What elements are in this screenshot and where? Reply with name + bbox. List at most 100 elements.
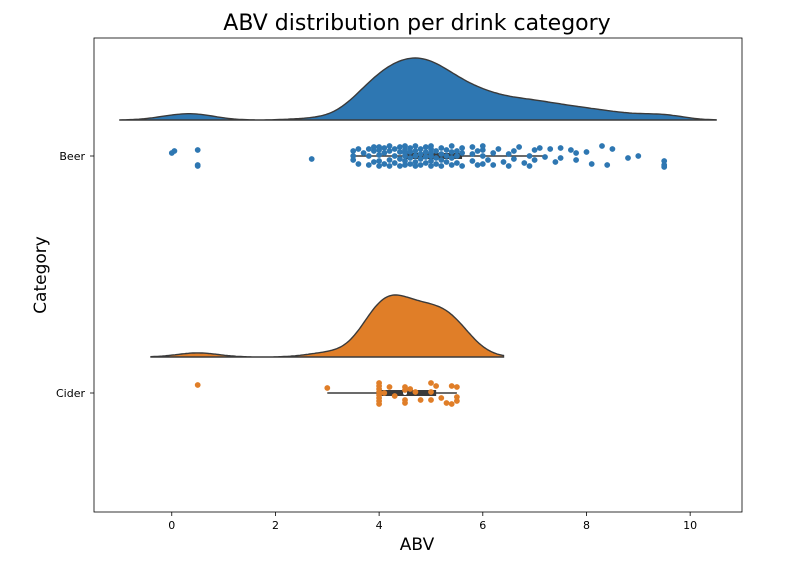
data-point-beer <box>371 144 377 150</box>
data-point-beer <box>474 162 481 168</box>
data-point-cider <box>412 389 419 395</box>
data-point-beer <box>417 151 424 157</box>
data-point-beer <box>350 148 357 154</box>
data-point-beer <box>459 163 465 169</box>
data-point-beer <box>604 162 611 168</box>
data-point-beer <box>350 153 357 159</box>
data-point-beer <box>355 146 362 152</box>
data-point-beer <box>422 154 429 160</box>
data-point-beer <box>438 157 445 163</box>
data-point-beer <box>568 147 574 153</box>
x-tick-label: 10 <box>683 519 697 532</box>
data-point-cider <box>391 393 398 399</box>
data-point-beer <box>448 155 455 161</box>
data-point-beer <box>376 158 382 164</box>
data-point-beer <box>438 151 445 157</box>
data-point-beer <box>412 143 419 149</box>
data-point-beer <box>407 145 414 151</box>
data-point-beer <box>443 159 450 165</box>
x-tick-label: 8 <box>583 519 590 532</box>
x-axis-label: ABV <box>400 535 435 555</box>
data-point-beer <box>526 153 533 159</box>
data-point-cider <box>194 382 201 388</box>
data-point-beer <box>531 157 538 163</box>
data-point-beer <box>500 159 507 165</box>
data-point-cider <box>454 398 460 404</box>
data-point-cider <box>381 390 388 396</box>
data-point-beer <box>495 146 502 152</box>
data-point-cider <box>376 401 382 407</box>
data-point-beer <box>386 157 393 163</box>
data-point-beer <box>505 163 512 169</box>
data-point-beer <box>599 143 605 149</box>
data-point-beer <box>536 145 543 151</box>
y-tick-label: Cider <box>56 387 85 400</box>
data-point-beer <box>469 151 476 157</box>
data-point-beer <box>433 148 439 154</box>
data-point-beer <box>479 161 486 167</box>
data-point-cider <box>433 383 439 389</box>
data-point-beer <box>171 148 178 154</box>
data-point-beer <box>583 149 590 155</box>
data-point-beer <box>433 161 439 167</box>
data-point-cider <box>417 397 424 403</box>
data-point-beer <box>407 161 414 167</box>
data-point-beer <box>397 149 403 155</box>
data-point-cider <box>402 400 408 406</box>
data-point-beer <box>381 150 388 156</box>
data-point-beer <box>194 147 201 153</box>
y-tick-label: Beer <box>59 150 85 163</box>
data-point-cider <box>428 397 434 403</box>
data-point-beer <box>557 155 564 161</box>
data-point-beer <box>412 148 419 154</box>
data-point-beer <box>454 153 460 159</box>
data-point-beer <box>194 162 201 168</box>
data-point-beer <box>588 161 595 167</box>
data-point-beer <box>402 143 408 149</box>
x-axis: 0 2 4 6 8 10 <box>168 512 697 532</box>
data-point-beer <box>402 158 408 164</box>
data-point-beer <box>443 147 450 153</box>
data-point-beer <box>511 156 517 162</box>
data-point-beer <box>422 160 429 166</box>
data-point-beer <box>573 157 579 163</box>
data-point-beer <box>448 149 455 155</box>
data-point-beer <box>376 163 382 169</box>
x-tick-label: 0 <box>168 519 175 532</box>
data-point-beer <box>625 155 631 161</box>
data-point-beer <box>542 154 548 160</box>
data-point-beer <box>438 163 445 169</box>
data-point-beer <box>371 159 377 165</box>
data-point-beer <box>391 153 398 159</box>
data-point-beer <box>490 150 497 156</box>
data-point-beer <box>490 162 497 168</box>
data-point-beer <box>573 150 579 156</box>
data-point-cider <box>454 394 460 400</box>
data-point-cider <box>428 380 434 386</box>
data-point-cider <box>448 383 455 389</box>
y-axis: Beer Cider <box>56 150 94 400</box>
data-point-beer <box>479 143 486 149</box>
data-point-beer <box>521 160 528 166</box>
data-point-beer <box>417 162 424 168</box>
data-point-beer <box>454 148 460 154</box>
data-point-beer <box>531 147 538 153</box>
data-point-beer <box>360 150 367 156</box>
data-point-beer <box>365 153 372 159</box>
data-point-beer <box>433 155 439 161</box>
iqr-box-cider <box>379 390 437 396</box>
data-point-beer <box>459 150 465 156</box>
data-point-cider <box>443 400 450 406</box>
plot-area <box>119 57 717 407</box>
data-point-beer <box>422 149 429 155</box>
data-point-beer <box>365 146 372 152</box>
data-point-beer <box>412 163 419 169</box>
data-point-cider <box>448 401 455 407</box>
data-point-beer <box>402 162 408 168</box>
data-point-beer <box>635 153 642 159</box>
data-point-beer <box>428 163 434 169</box>
data-point-beer <box>412 159 419 165</box>
data-point-beer <box>511 148 517 154</box>
data-point-beer <box>417 146 424 152</box>
